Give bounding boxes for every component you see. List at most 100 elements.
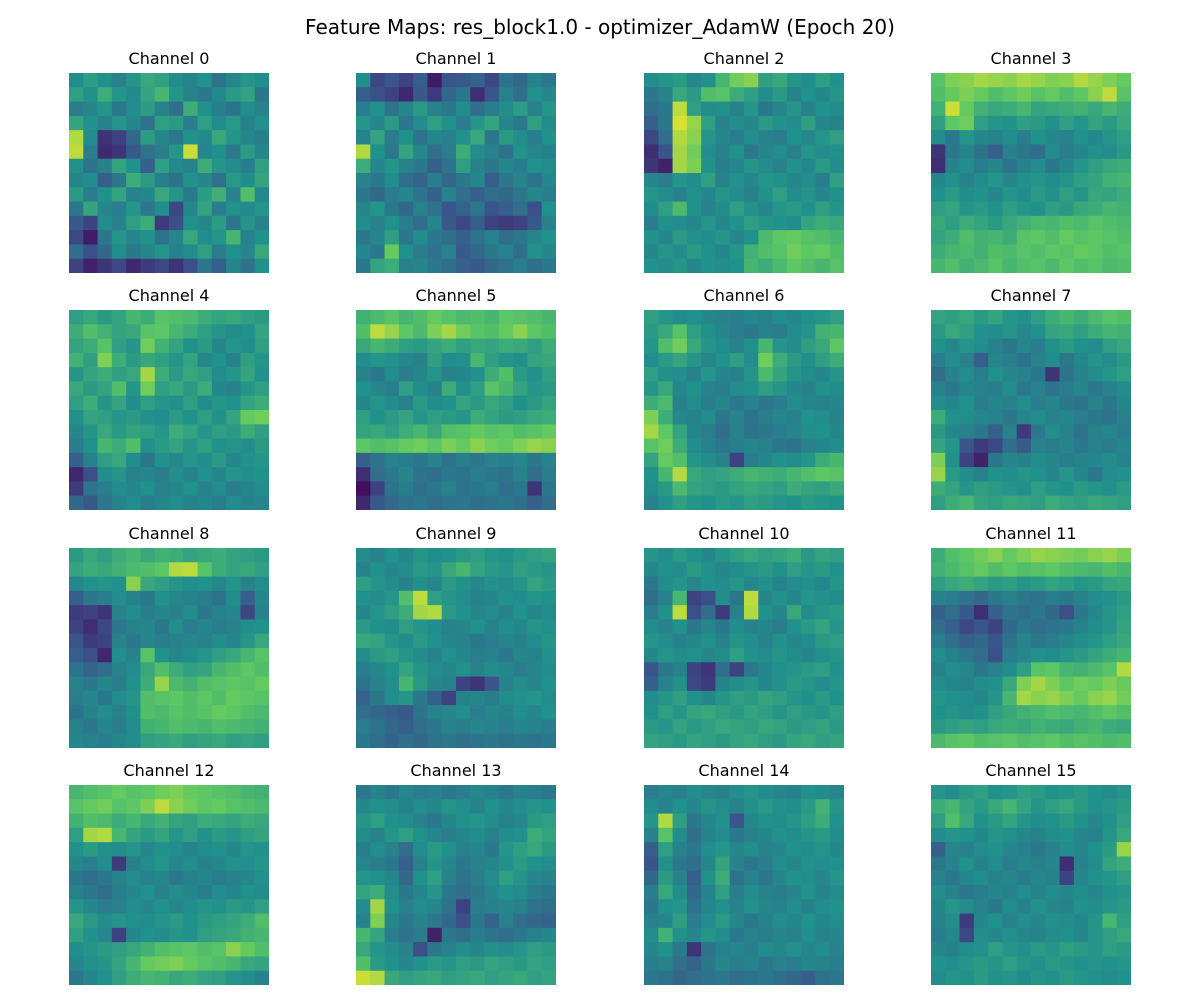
heatmap-cell [140, 215, 156, 231]
channel-title: Channel 10 [698, 524, 790, 543]
heatmap-cell [356, 662, 371, 677]
heatmap-cell [672, 856, 688, 872]
heatmap-cell [97, 230, 113, 245]
heatmap-cell [1002, 201, 1018, 217]
heatmap-cell [427, 870, 443, 886]
heatmap-cell [658, 87, 673, 102]
heatmap-cell [384, 310, 400, 325]
heatmap-cell [1073, 899, 1089, 914]
heatmap-cell [370, 144, 385, 160]
heatmap-cell [945, 590, 960, 606]
heatmap-cell [1045, 215, 1060, 231]
heatmap-cell [140, 856, 156, 872]
heatmap-cell [441, 230, 457, 245]
heatmap-cell [541, 956, 556, 972]
heatmap-cell [541, 310, 556, 325]
heatmap-cell [111, 648, 127, 663]
heatmap-cell [1031, 942, 1046, 957]
heatmap-cell [815, 733, 831, 748]
heatmap-cell [672, 381, 688, 397]
heatmap-cell [541, 215, 556, 231]
heatmap-cell [931, 101, 946, 117]
heatmap-cell [959, 215, 975, 231]
heatmap-cell [470, 73, 485, 88]
heatmap-cell [658, 842, 673, 857]
heatmap-cell [513, 173, 528, 188]
heatmap-cell [111, 942, 127, 957]
heatmap-cell [441, 495, 457, 510]
heatmap-cell [1088, 813, 1103, 829]
heatmap-cell [211, 438, 227, 454]
heatmap-cell [815, 856, 831, 872]
heatmap-cell [456, 187, 471, 202]
feature-map-panel: Channel 9 [356, 525, 556, 751]
heatmap-cell [729, 73, 745, 88]
heatmap-cell [931, 215, 946, 231]
heatmap-cell [1002, 87, 1018, 102]
feature-map-panel: Channel 2 [644, 50, 844, 276]
heatmap-cell [715, 733, 731, 748]
heatmap-cell [484, 590, 500, 606]
heatmap-cell [973, 562, 989, 577]
heatmap-cell [686, 367, 702, 382]
heatmap-cell [384, 187, 400, 202]
heatmap-cell [441, 467, 457, 482]
heatmap-cell [801, 381, 816, 397]
heatmap-cell [1002, 467, 1018, 482]
heatmap-cell [1045, 662, 1060, 677]
heatmap-cell [729, 590, 745, 606]
heatmap-cell [498, 913, 514, 929]
heatmap-cell [169, 438, 184, 454]
heatmap-cell [829, 424, 844, 439]
heatmap-cell [240, 438, 256, 454]
heatmap-cell [1088, 352, 1103, 368]
heatmap-cell [197, 452, 213, 468]
heatmap-cell [69, 648, 84, 663]
heatmap-cell [69, 187, 84, 202]
heatmap-cell [1016, 676, 1032, 692]
heatmap-cell [729, 452, 745, 468]
heatmap-cell [254, 813, 269, 829]
heatmap-cell [413, 705, 428, 720]
heatmap-cell [470, 842, 485, 857]
heatmap-cell [240, 605, 256, 620]
heatmap-cell [541, 452, 556, 468]
heatmap-cell [786, 576, 802, 592]
heatmap-cell [1059, 215, 1075, 231]
heatmap-cell [541, 662, 556, 677]
heatmap-cell [498, 230, 514, 245]
heatmap-cell [470, 799, 485, 814]
heatmap-cell [356, 676, 371, 692]
heatmap-cell [226, 576, 241, 592]
heatmap-cell [945, 215, 960, 231]
heatmap-cell [498, 452, 514, 468]
heatmap-cell [370, 495, 385, 510]
heatmap-cell [988, 201, 1003, 217]
heatmap-cell [513, 956, 528, 972]
heatmap-cell [1045, 338, 1060, 354]
heatmap-cell [644, 633, 659, 649]
heatmap-cell [1016, 899, 1032, 914]
heatmap-cell [97, 481, 113, 497]
heatmap-cell [456, 352, 471, 368]
heatmap-cell [959, 970, 975, 985]
heatmap-cell [1102, 310, 1118, 325]
heatmap-cell [686, 719, 702, 735]
heatmap-cell [1031, 690, 1046, 706]
heatmap-cell [513, 395, 528, 411]
heatmap-cell [1116, 381, 1131, 397]
channel-heatmap [931, 73, 1131, 273]
heatmap-cell [97, 970, 113, 985]
heatmap-cell [197, 144, 213, 160]
heatmap-cell [140, 201, 156, 217]
heatmap-cell [701, 942, 716, 957]
heatmap-cell [658, 785, 673, 800]
heatmap-cell [1002, 130, 1018, 145]
heatmap-cell [1116, 913, 1131, 929]
heatmap-cell [169, 201, 184, 217]
heatmap-cell [498, 381, 514, 397]
heatmap-cell [1088, 424, 1103, 439]
heatmap-cell [1059, 115, 1075, 131]
heatmap-cell [69, 676, 84, 692]
heatmap-cell [226, 662, 241, 677]
